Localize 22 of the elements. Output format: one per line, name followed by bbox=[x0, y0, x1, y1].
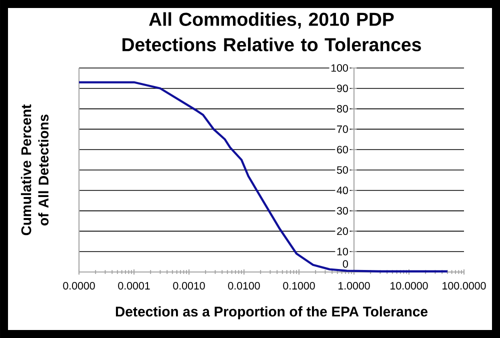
y-tick-label: 30 bbox=[336, 207, 348, 215]
y-tick-label: 10 bbox=[337, 248, 348, 256]
x-tick-label: 1.0000 bbox=[338, 282, 370, 290]
x-tick-label: 0.1000 bbox=[283, 282, 315, 290]
x-tick-label: 0.0001 bbox=[118, 282, 150, 290]
y-tick-label: 20 bbox=[337, 227, 348, 235]
chart-title: All Commodities, 2010 PDP Detections Relative to Tolerances bbox=[122, 12, 421, 52]
y-tick-label: 60 bbox=[337, 146, 348, 154]
y-tick-label: 90 bbox=[337, 84, 348, 92]
y-tick-label: 50 bbox=[336, 166, 348, 174]
y-tick-label: 100 bbox=[331, 64, 348, 72]
x-tick-label: 0.0010 bbox=[173, 282, 205, 290]
x-axis-title: Detection as a Proportion of the EPA Tolerance bbox=[116, 306, 428, 320]
x-tick-label: 0.0100 bbox=[228, 282, 260, 290]
y-tick-label: 40 bbox=[336, 186, 348, 194]
y-tick-label: 80 bbox=[336, 105, 348, 113]
x-tick-label: 100.0000 bbox=[442, 282, 486, 290]
y-tick-label: 70 bbox=[337, 125, 348, 133]
x-tick-label: 10.0000 bbox=[390, 282, 428, 290]
y-axis-title: Cumulative Percent of All Detections bbox=[20, 104, 49, 236]
y-tick-label: 0 bbox=[342, 260, 348, 268]
x-tick-label: 0.0000 bbox=[63, 282, 95, 290]
